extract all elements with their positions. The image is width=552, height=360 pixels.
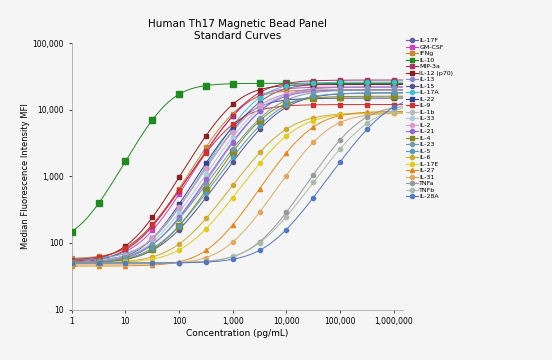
X-axis label: Concentration (pg/mL): Concentration (pg/mL)	[186, 329, 289, 338]
Y-axis label: Median Fluorescence Intensity MFI: Median Fluorescence Intensity MFI	[21, 103, 30, 249]
Title: Human Th17 Magnetic Bead Panel
Standard Curves: Human Th17 Magnetic Bead Panel Standard …	[148, 19, 327, 41]
Legend: IL-17F, GM-CSF, IFNg, IL-10, MIP-3a, IL-12 (p70), IL-13, IL-15, IL-17A, IL-22, I: IL-17F, GM-CSF, IFNg, IL-10, MIP-3a, IL-…	[406, 38, 453, 199]
